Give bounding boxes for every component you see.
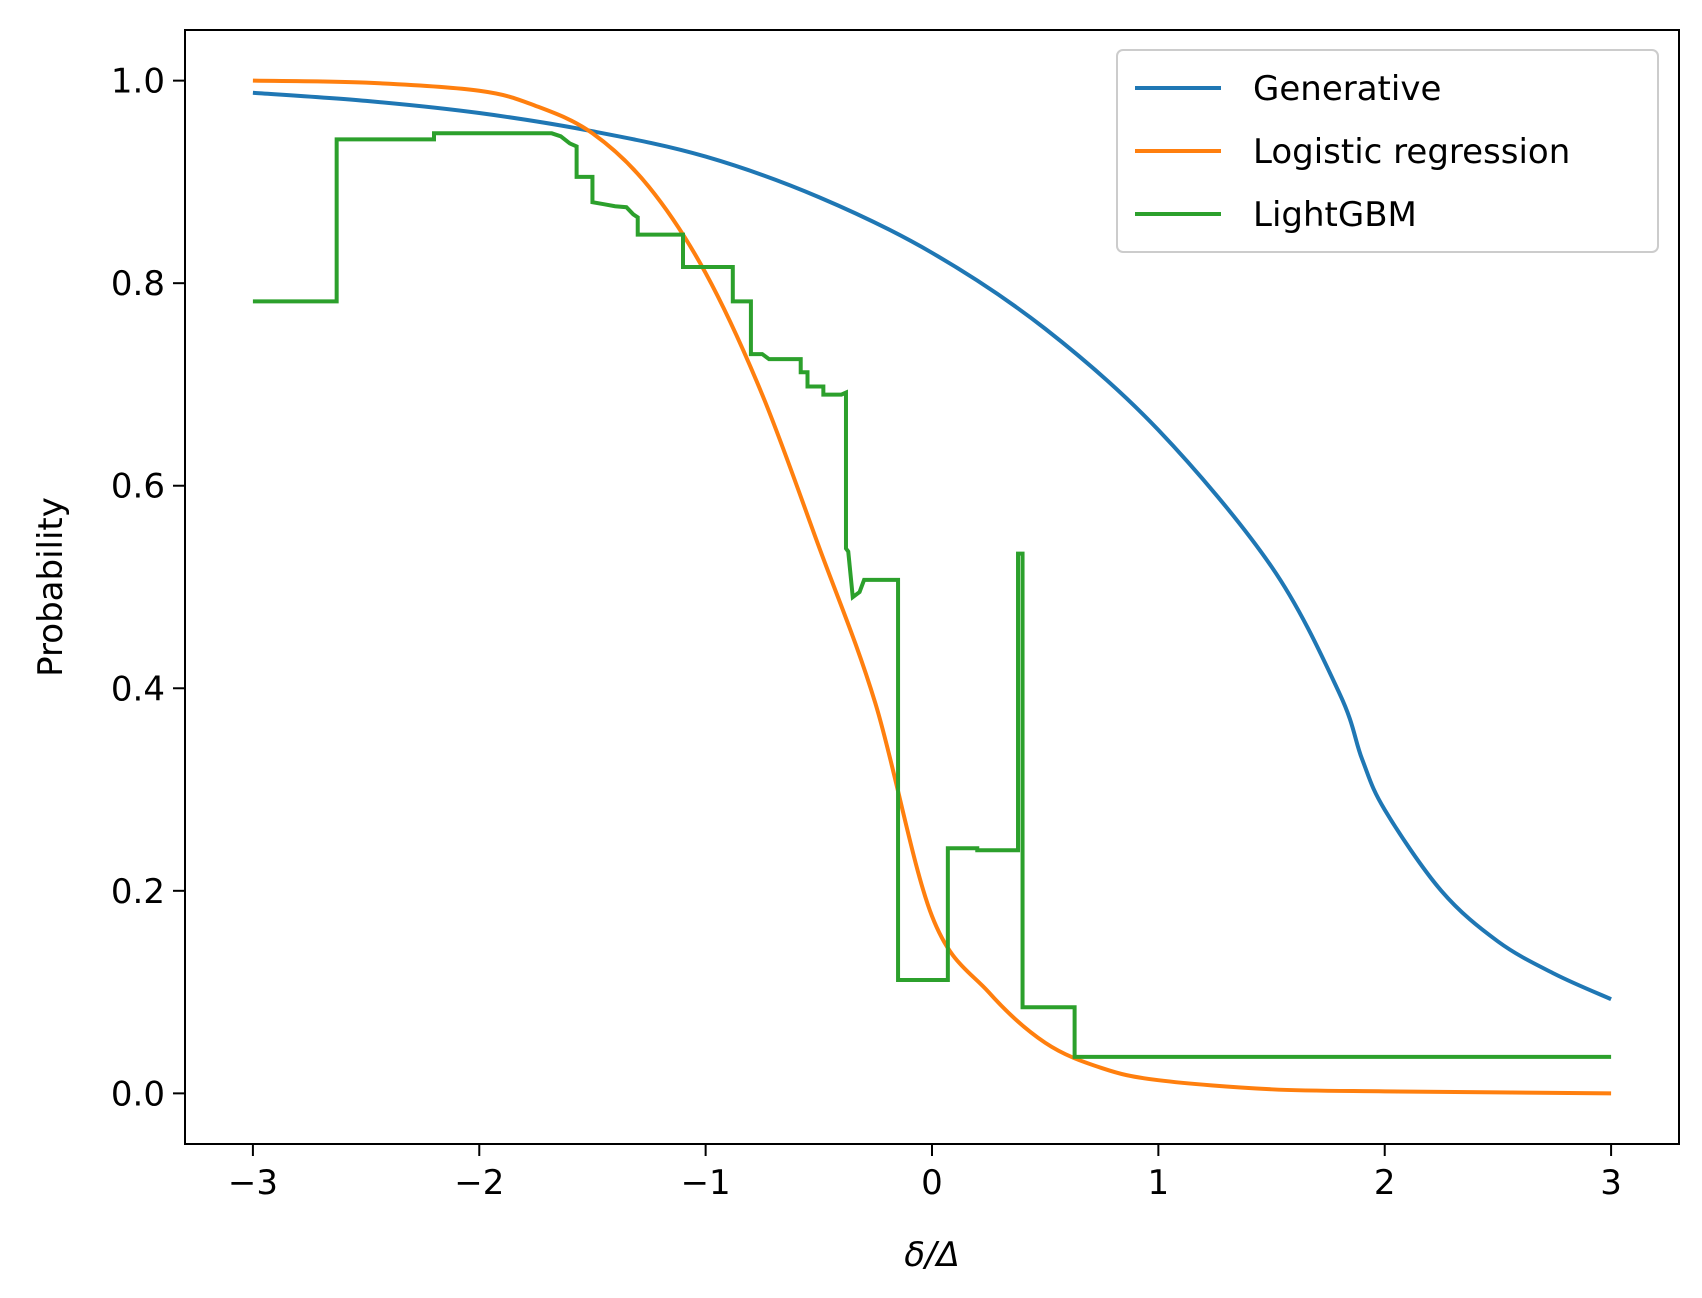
x-tick-label: 1 (1148, 1163, 1170, 1203)
x-axis-label: δ/Δ (904, 1235, 960, 1275)
legend-label-lightgbm: LightGBM (1253, 195, 1417, 235)
x-tick-label: −1 (681, 1163, 731, 1203)
x-tick-label: −3 (228, 1163, 278, 1203)
legend: Generative Logistic regression LightGBM (1116, 49, 1659, 253)
x-tick-label: 3 (1600, 1163, 1622, 1203)
y-tick-label: 0.6 (111, 467, 165, 507)
y-axis-label: Probability (31, 497, 71, 677)
y-tick-label: 1.0 (111, 62, 165, 102)
x-tick-label: 0 (921, 1163, 943, 1203)
legend-label-logistic-regression: Logistic regression (1253, 132, 1570, 172)
x-axis-ticks: −3 −2 −1 0 1 2 3 (228, 1144, 1622, 1203)
y-axis-ticks: 0.0 0.2 0.4 0.6 0.8 1.0 (111, 62, 185, 1114)
y-tick-label: 0.8 (111, 264, 165, 304)
legend-label-generative: Generative (1253, 69, 1441, 109)
y-tick-label: 0.2 (111, 872, 165, 912)
series-line-generative (252, 90, 1612, 1002)
y-tick-label: 0.0 (111, 1074, 165, 1114)
series-layer (252, 78, 1612, 1096)
series-line-lightgbm (252, 131, 1612, 1059)
legend-box (1116, 49, 1659, 253)
x-tick-label: −2 (454, 1163, 504, 1203)
y-tick-label: 0.4 (111, 669, 165, 709)
series-line-logistic-regression (252, 78, 1612, 1096)
x-tick-label: 2 (1374, 1163, 1396, 1203)
